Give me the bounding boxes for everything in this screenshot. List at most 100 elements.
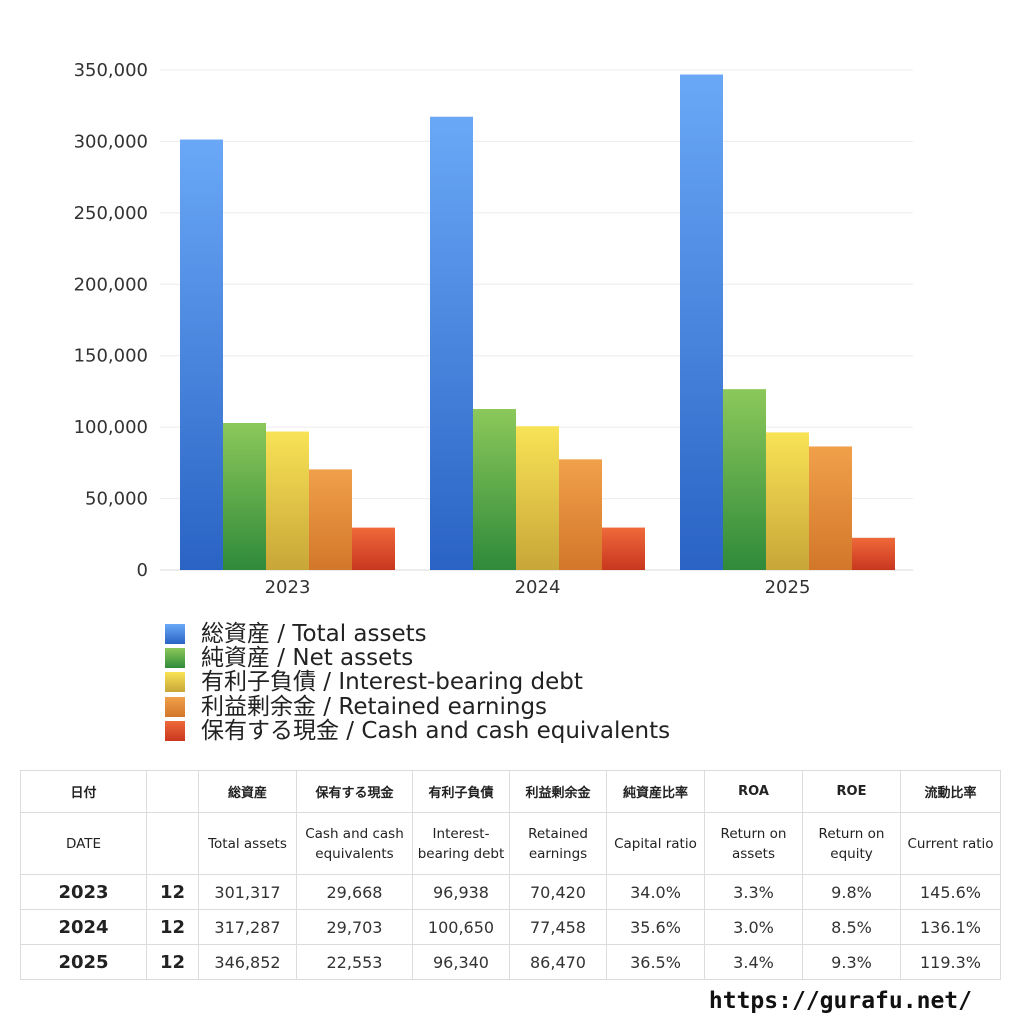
cell-capital-ratio: 35.6% [606, 909, 705, 945]
header-roe-jp: ROE [802, 770, 901, 813]
cell-capital-ratio: 34.0% [606, 874, 705, 910]
cell-current-ratio: 145.6% [900, 874, 1001, 910]
cell-roe: 9.3% [802, 944, 901, 980]
bar [223, 423, 266, 570]
cell-total-assets: 301,317 [198, 874, 297, 910]
legend-label-total-assets: 総資産 / Total assets [201, 621, 427, 647]
cell-cash: 22,553 [296, 944, 413, 980]
cell-current-ratio: 119.3% [900, 944, 1001, 980]
legend-label-interest-bearing-debt: 有利子負債 / Interest-bearing debt [201, 669, 583, 696]
legend-swatch-interest-bearing-debt [165, 672, 185, 693]
y-tick-label: 300,000 [74, 131, 148, 152]
header-debt-jp: 有利子負債 [412, 770, 510, 813]
cell-total-assets: 317,287 [198, 909, 297, 945]
cell-retained: 86,470 [509, 944, 607, 980]
bar [680, 74, 723, 571]
cell-cash: 29,668 [296, 874, 413, 910]
cell-debt: 96,340 [412, 944, 510, 980]
cell-retained: 70,420 [509, 874, 607, 910]
legend-swatch-total-assets [165, 624, 185, 645]
chart-legend: 総資産 / Total assets 純資産 / Net assets 有利子負… [165, 622, 670, 743]
table-header-row-jp: 日付 総資産 保有する現金 有利子負債 利益剰余金 純資産比率 ROA ROE … [20, 770, 1001, 813]
y-tick-label: 0 [137, 560, 148, 581]
bar [602, 527, 645, 570]
financial-data-table: 日付 総資産 保有する現金 有利子負債 利益剰余金 純資産比率 ROA ROE … [20, 770, 1001, 980]
header-month-jp [146, 770, 199, 813]
cell-roe: 9.8% [802, 874, 901, 910]
site-url[interactable]: https://gurafu.net/ [708, 988, 972, 1014]
cell-roa: 3.0% [704, 909, 803, 945]
cell-roa: 3.3% [704, 874, 803, 910]
bar [266, 431, 309, 570]
header-total-assets-jp: 総資産 [198, 770, 297, 813]
bar [766, 432, 809, 570]
y-tick-label: 250,000 [74, 203, 148, 224]
legend-label-net-assets: 純資産 / Net assets [201, 645, 414, 672]
header-retained-en: Retained earnings [509, 812, 607, 875]
bar [559, 459, 602, 570]
cell-capital-ratio: 36.5% [606, 944, 705, 980]
table-row: 2024 12 317,287 29,703 100,650 77,458 35… [20, 909, 1001, 945]
bar [309, 469, 352, 570]
legend-swatch-retained-earnings [165, 696, 185, 717]
y-tick-label: 50,000 [85, 489, 148, 510]
bar [473, 409, 516, 570]
header-current-ratio-en: Current ratio [900, 812, 1001, 875]
bar-chart: 0 50,000 100,000 150,000 200,000 250,000 300,0… [74, 60, 913, 598]
cell-roa: 3.4% [704, 944, 803, 980]
y-tick-label: 150,000 [74, 346, 148, 367]
table-header-row-en: DATE Total assets Cash and cash equivale… [20, 812, 1001, 875]
table-row: 2023 12 301,317 29,668 96,938 70,420 34.… [20, 874, 1001, 910]
cell-month: 12 [146, 909, 199, 945]
header-capital-ratio-en: Capital ratio [606, 812, 705, 875]
legend-item-interest-bearing-debt: 有利子負債 / Interest-bearing debt [165, 669, 670, 696]
x-tick-label: 2023 [265, 577, 311, 598]
bar [352, 527, 395, 570]
header-cash-jp: 保有する現金 [296, 770, 413, 813]
x-tick-label: 2025 [765, 577, 811, 598]
header-roa-en: Return on assets [704, 812, 803, 875]
legend-item-net-assets: 純資産 / Net assets [165, 646, 670, 670]
bar [852, 537, 895, 570]
cell-debt: 96,938 [412, 874, 510, 910]
legend-swatch-cash [165, 720, 185, 741]
cell-year: 2025 [20, 944, 147, 980]
cell-roe: 8.5% [802, 909, 901, 945]
legend-label-retained-earnings: 利益剰余金 / Retained earnings [201, 693, 548, 720]
cell-year: 2023 [20, 874, 147, 910]
y-tick-label: 200,000 [74, 274, 148, 295]
y-tick-label: 350,000 [74, 60, 148, 81]
legend-item-retained-earnings: 利益剰余金 / Retained earnings [165, 693, 670, 720]
header-total-assets-en: Total assets [198, 812, 297, 875]
header-date-jp: 日付 [20, 770, 147, 813]
header-month-en [146, 812, 199, 875]
legend-item-cash: 保有する現金 / Cash and cash equivalents [165, 719, 670, 743]
cell-retained: 77,458 [509, 909, 607, 945]
cell-year: 2024 [20, 909, 147, 945]
cell-current-ratio: 136.1% [900, 909, 1001, 945]
header-capital-ratio-jp: 純資産比率 [606, 770, 705, 813]
header-roa-jp: ROA [704, 770, 803, 813]
cell-total-assets: 346,852 [198, 944, 297, 980]
header-roe-en: Return on equity [802, 812, 901, 875]
table-row: 2025 12 346,852 22,553 96,340 86,470 36.… [20, 944, 1001, 980]
bar [809, 446, 852, 570]
legend-swatch-net-assets [165, 648, 185, 669]
cell-month: 12 [146, 874, 199, 910]
y-tick-label: 100,000 [74, 417, 148, 438]
header-retained-jp: 利益剰余金 [509, 770, 607, 813]
bar [180, 139, 223, 570]
header-current-ratio-jp: 流動比率 [900, 770, 1001, 813]
cell-month: 12 [146, 944, 199, 980]
cell-debt: 100,650 [412, 909, 510, 945]
x-tick-label: 2024 [515, 577, 561, 598]
legend-label-cash: 保有する現金 / Cash and cash equivalents [201, 717, 671, 744]
bar [516, 426, 559, 570]
legend-item-total-assets: 総資産 / Total assets [165, 622, 670, 646]
header-cash-en: Cash and cash equivalents [296, 812, 413, 875]
bar [430, 116, 473, 571]
bar [723, 389, 766, 570]
cell-cash: 29,703 [296, 909, 413, 945]
header-date-en: DATE [20, 812, 147, 875]
header-debt-en: Interest-bearing debt [412, 812, 510, 875]
